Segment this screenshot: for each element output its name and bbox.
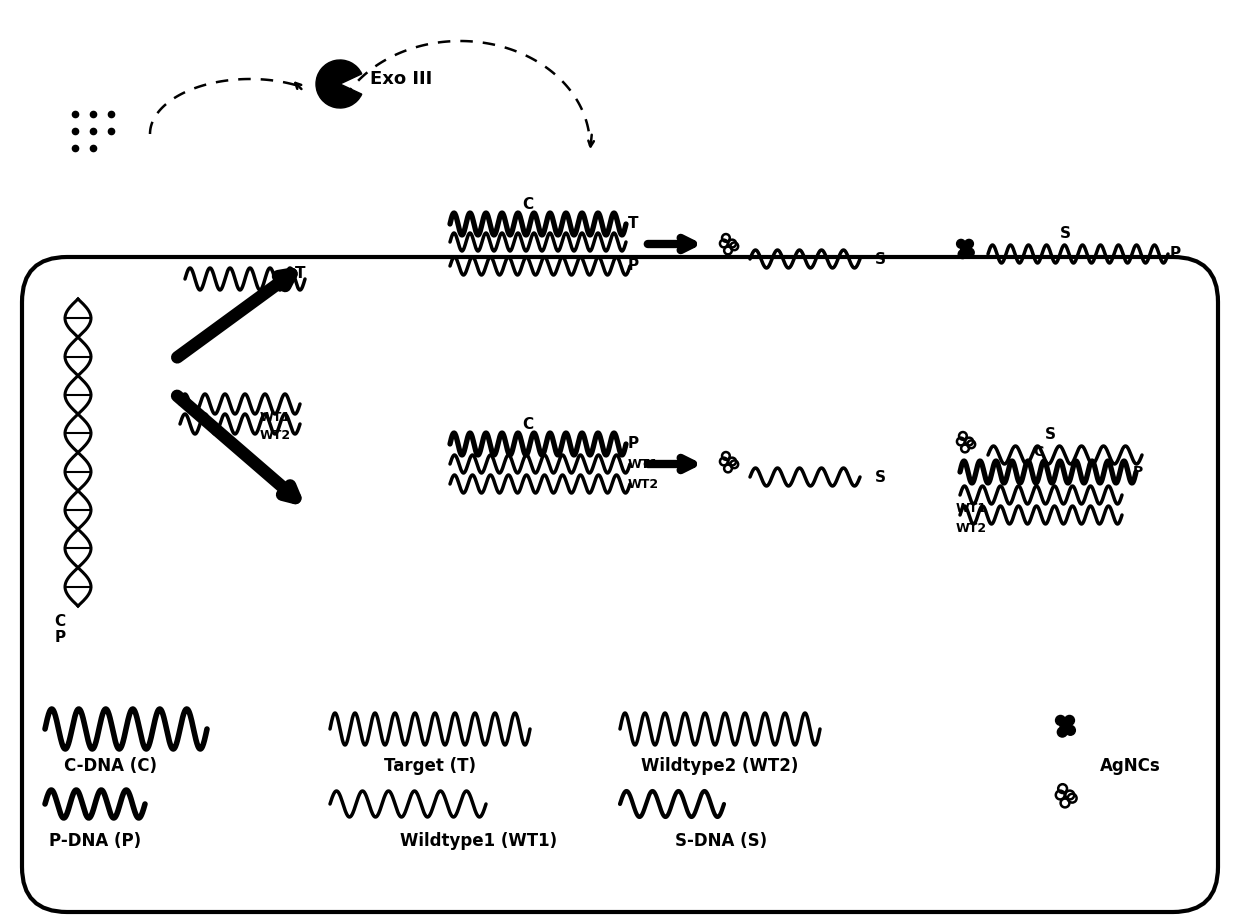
Circle shape — [959, 249, 967, 259]
Circle shape — [966, 249, 975, 257]
Text: C-DNA (C): C-DNA (C) — [63, 757, 156, 775]
Text: P: P — [55, 630, 66, 645]
Text: WT2: WT2 — [627, 478, 660, 491]
Text: WT1: WT1 — [627, 457, 660, 470]
Text: Target (T): Target (T) — [384, 757, 476, 775]
Text: P: P — [627, 436, 639, 452]
Circle shape — [1065, 715, 1074, 725]
Text: T: T — [295, 266, 305, 282]
Text: P: P — [1171, 247, 1182, 261]
Circle shape — [1065, 725, 1075, 736]
Text: Wildtype1 (WT1): Wildtype1 (WT1) — [401, 832, 557, 850]
Circle shape — [1058, 727, 1068, 737]
FancyBboxPatch shape — [22, 257, 1218, 912]
Circle shape — [961, 245, 970, 254]
Text: Wildtype2 (WT2): Wildtype2 (WT2) — [641, 757, 799, 775]
Text: WT1: WT1 — [956, 502, 987, 515]
Circle shape — [956, 239, 966, 249]
Circle shape — [1060, 722, 1070, 732]
Text: C: C — [522, 197, 533, 212]
Wedge shape — [316, 60, 362, 108]
Text: Exo III: Exo III — [370, 70, 433, 88]
Text: S: S — [875, 251, 887, 266]
Text: WT2: WT2 — [956, 522, 987, 535]
Text: P-DNA (P): P-DNA (P) — [48, 832, 141, 850]
Text: P: P — [1133, 465, 1143, 479]
Text: C: C — [522, 417, 533, 432]
Circle shape — [965, 239, 973, 249]
Text: WT2: WT2 — [259, 429, 290, 442]
Text: S-DNA (S): S-DNA (S) — [675, 832, 768, 850]
Text: T: T — [627, 216, 639, 232]
Text: WT1: WT1 — [259, 411, 290, 424]
Text: C: C — [1033, 445, 1043, 459]
Text: AgNCs: AgNCs — [1100, 757, 1161, 775]
Text: S: S — [1059, 226, 1070, 241]
Text: C: C — [55, 614, 66, 629]
Text: S: S — [1044, 427, 1055, 442]
Circle shape — [1055, 715, 1065, 725]
Text: P: P — [627, 259, 639, 274]
Text: S: S — [875, 469, 887, 484]
